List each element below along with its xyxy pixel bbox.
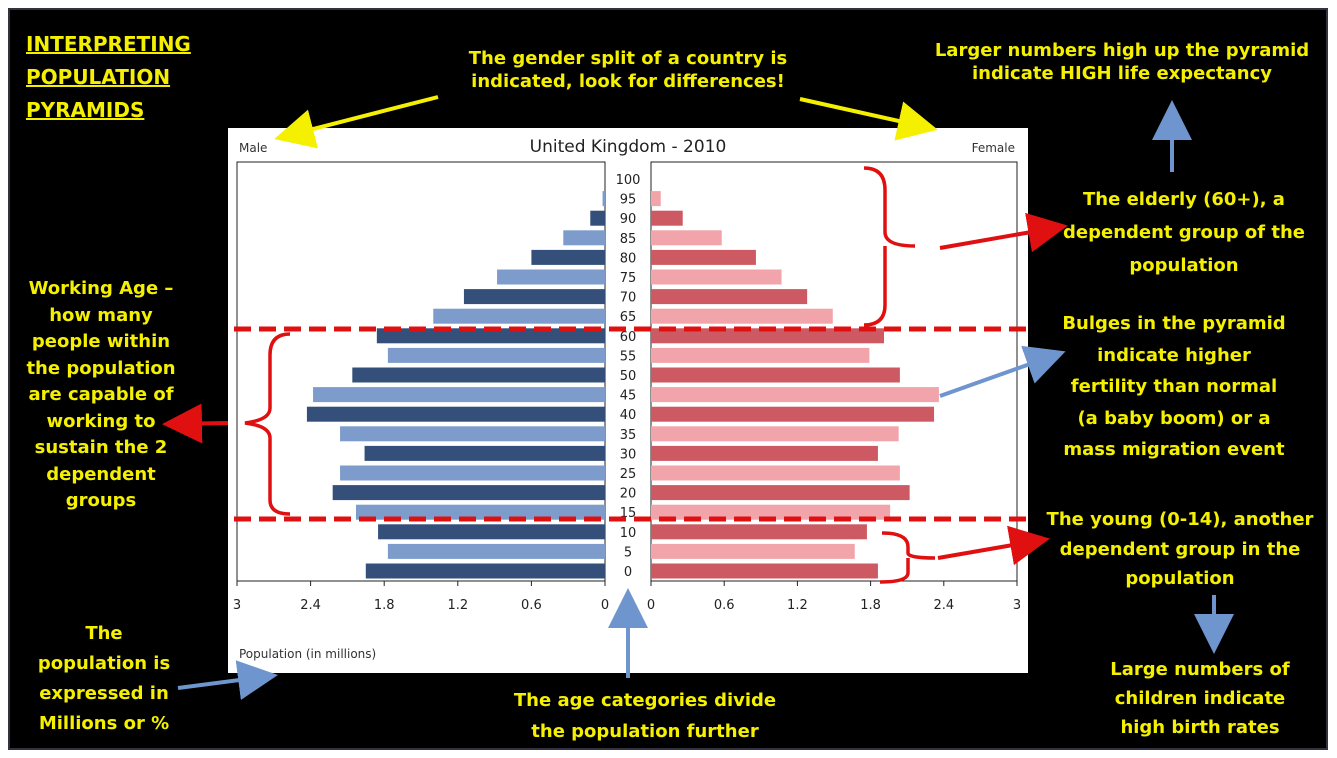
- age-label-50: 50: [620, 369, 637, 384]
- male-bar-75: [497, 269, 605, 285]
- female-bar-5: [651, 543, 855, 559]
- male-bar-70: [463, 289, 605, 305]
- age-label-95: 95: [620, 193, 637, 208]
- age-label-90: 90: [620, 212, 637, 227]
- age-label-20: 20: [620, 487, 637, 502]
- age-label-10: 10: [620, 526, 637, 541]
- population-pyramid-chart: United Kingdom - 2010 Male Female 0 5 10 15 20 2…: [228, 128, 1028, 673]
- bulges-arrow: [939, 345, 1066, 398]
- female-bar-40: [651, 406, 935, 422]
- age-label-80: 80: [620, 251, 637, 266]
- age-label-85: 85: [620, 232, 637, 247]
- female-bar-50: [651, 367, 900, 383]
- gender-split-note: The gender split of a country is indicat…: [468, 48, 788, 92]
- population-units-note: The population is expressed in Millions …: [37, 623, 171, 734]
- female-label: Female: [972, 141, 1015, 155]
- male-label: Male: [239, 141, 267, 155]
- male-tick-label: 1.8: [374, 598, 395, 613]
- female-bar-25: [651, 465, 900, 481]
- female-tick-label: 2.4: [933, 598, 954, 613]
- female-bar-20: [651, 485, 910, 501]
- female-bar-45: [651, 387, 939, 403]
- female-bar-75: [651, 269, 782, 285]
- female-bar-0: [651, 563, 878, 579]
- female-tick-label: 0.6: [714, 598, 735, 613]
- male-bar-45: [313, 387, 605, 403]
- female-tick-label: 1.8: [860, 598, 881, 613]
- gender-arrow-right: [799, 97, 938, 141]
- young-bracket: [879, 531, 936, 584]
- young-note: The young (0-14), another dependent grou…: [1046, 509, 1314, 589]
- male-bar-85: [563, 230, 605, 246]
- working-age-note: Working Age – how many people within the…: [26, 278, 176, 511]
- female-tick-label: 1.2: [787, 598, 808, 613]
- slide-heading: INTERPRETING POPULATION PYRAMIDS: [26, 32, 191, 122]
- x-axis-title: Population (in millions): [239, 647, 376, 661]
- chart-title: United Kingdom - 2010: [530, 137, 727, 157]
- male-bar-15: [355, 504, 605, 520]
- young-arrow: [937, 525, 1050, 566]
- male-bar-10: [378, 524, 605, 540]
- male-bar-65: [433, 308, 605, 324]
- male-bar-90: [590, 210, 605, 226]
- elderly-bracket: [863, 166, 916, 327]
- age-label-60: 60: [620, 330, 637, 345]
- age-label-70: 70: [620, 291, 637, 306]
- male-bar-5: [387, 543, 605, 559]
- gender-arrow-left: [274, 95, 439, 149]
- female-bar-15: [651, 504, 891, 520]
- male-bar-50: [352, 367, 605, 383]
- female-bar-90: [651, 210, 683, 226]
- male-bar-25: [340, 465, 605, 481]
- birth-rates-note: Large numbers of children indicate high …: [1110, 659, 1290, 738]
- age-label-0: 0: [624, 565, 632, 580]
- age-label-5: 5: [624, 545, 632, 560]
- male-bar-20: [332, 485, 605, 501]
- age-label-35: 35: [620, 428, 637, 443]
- female-bar-95: [651, 191, 661, 207]
- female-bar-85: [651, 230, 722, 246]
- age-label-45: 45: [620, 389, 637, 404]
- male-bar-40: [306, 406, 605, 422]
- female-bar-55: [651, 347, 870, 363]
- male-tick-label: 2.4: [300, 598, 321, 613]
- female-bar-65: [651, 308, 833, 324]
- elderly-arrow: [939, 212, 1068, 253]
- female-tick-label: 0: [647, 598, 655, 613]
- female-tick-label: 3: [1013, 598, 1021, 613]
- male-bar-30: [364, 445, 605, 461]
- female-bar-35: [651, 426, 899, 442]
- life-expectancy-note: Larger numbers high up the pyramid indic…: [934, 40, 1310, 84]
- male-bar-80: [531, 249, 605, 265]
- elderly-note: The elderly (60+), a dependent group of …: [1063, 189, 1305, 276]
- male-tick-label: 0.6: [521, 598, 542, 613]
- female-bar-80: [651, 249, 756, 265]
- female-bar-60: [651, 328, 885, 344]
- male-tick-label: 0: [601, 598, 609, 613]
- age-categories-note: The age categories divide the population…: [513, 690, 777, 742]
- working-age-arrow: [162, 403, 229, 444]
- male-bar-95: [602, 191, 605, 207]
- male-bar-60: [376, 328, 605, 344]
- bulges-note: Bulges in the pyramid indicate higher fe…: [1062, 313, 1286, 460]
- male-tick-label: 1.2: [447, 598, 468, 613]
- age-label-30: 30: [620, 447, 637, 462]
- male-bar-0: [365, 563, 605, 579]
- working-age-bracket: [244, 332, 291, 516]
- age-label-55: 55: [620, 349, 637, 364]
- age-label-100: 100: [616, 173, 641, 188]
- female-bar-70: [651, 289, 808, 305]
- age-label-25: 25: [620, 467, 637, 482]
- female-bar-30: [651, 445, 878, 461]
- male-bar-55: [387, 347, 605, 363]
- female-bar-10: [651, 524, 867, 540]
- male-tick-label: 3: [233, 598, 241, 613]
- male-bar-35: [340, 426, 605, 442]
- age-label-40: 40: [620, 408, 637, 423]
- population-units-arrow: [177, 660, 278, 700]
- age-label-75: 75: [620, 271, 637, 286]
- age-label-65: 65: [620, 310, 637, 325]
